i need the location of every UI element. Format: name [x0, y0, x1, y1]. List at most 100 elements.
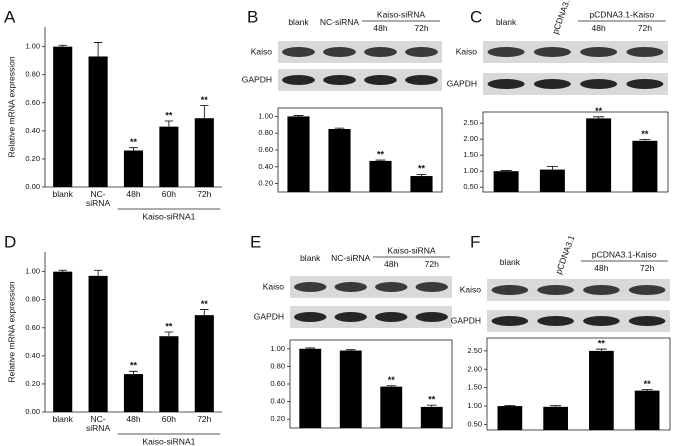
bar: [586, 118, 612, 192]
blot-strip: [278, 69, 442, 91]
error-bar: [93, 42, 103, 57]
y-tick-label: 0.80: [25, 70, 40, 79]
bar: [380, 386, 403, 428]
y-tick-label: 0.50: [463, 182, 478, 191]
bar: [497, 406, 523, 430]
x-tick-label-box: 72h: [197, 190, 212, 199]
bar: [53, 46, 73, 187]
lane-label-box: 48h: [594, 263, 608, 272]
y-tick-label: 0.80: [25, 295, 40, 304]
error-bar: [595, 348, 607, 351]
error-bar: [93, 269, 103, 276]
x-tick-label-box: 72h: [197, 415, 211, 424]
error-bar: [386, 385, 397, 387]
group-label: Kaiso-siRNA: [387, 245, 436, 255]
x-tick-label-box: blank: [52, 415, 73, 424]
panel-letter: C: [470, 7, 482, 26]
significance-mark: **: [644, 379, 652, 389]
lane-label-box: blank: [300, 252, 321, 263]
y-tick-label: 1.00: [25, 42, 40, 51]
bar: [410, 176, 433, 192]
blot-row-label: GAPDH: [254, 311, 284, 321]
significance-mark: **: [388, 375, 396, 385]
lane-label: blank: [288, 16, 309, 27]
blot-band: [294, 312, 327, 322]
blot-band: [537, 285, 574, 295]
group-label: Kaiso-siRNA1: [142, 211, 195, 221]
blot-strip: [487, 279, 670, 301]
blot-band: [415, 282, 448, 292]
x-tick-label: 48h: [126, 415, 141, 424]
blot-band: [375, 312, 408, 322]
x-tick-label: 48h: [126, 190, 141, 199]
significance-mark: **: [201, 95, 209, 105]
lane-label: blank: [495, 16, 517, 27]
bar: [159, 336, 179, 412]
lane-label: blank: [300, 252, 321, 263]
group-label: pCDNA3.1-Kaiso: [589, 9, 654, 19]
bar: [339, 350, 362, 428]
blot-band: [580, 47, 618, 57]
blot-band: [415, 312, 448, 322]
bar: [539, 169, 565, 192]
blot-row-label: Kaiso: [263, 281, 285, 291]
lane-label: pCDNA3.1: [550, 0, 573, 35]
x-tick-label: blank: [52, 415, 73, 424]
y-tick-label: 2.00: [467, 364, 482, 373]
panel-letter: E: [250, 232, 261, 251]
blot-band: [487, 79, 525, 89]
blot-strip: [487, 310, 670, 332]
blot-band: [405, 47, 438, 57]
lane-label: blank: [499, 256, 521, 267]
lane-label: 72h: [424, 258, 439, 269]
lane-label-box: 48h: [373, 23, 387, 32]
blot-band: [294, 282, 327, 292]
y-tick-label: 2.50: [463, 118, 478, 127]
y-tick-label: 0.40: [258, 162, 273, 171]
blot-strip: [483, 41, 668, 63]
x-tick-label: blank: [52, 190, 73, 199]
blot-band: [364, 75, 397, 85]
significance-mark: **: [377, 149, 385, 159]
panel-letter: F: [470, 232, 480, 251]
error-bar: [334, 127, 345, 129]
bar: [194, 118, 214, 187]
blot-band: [626, 79, 664, 89]
lane-label: NC-siRNA: [319, 16, 360, 27]
significance-mark: **: [201, 299, 209, 309]
lane-label-box: 72h: [640, 263, 654, 272]
error-bar: [293, 115, 304, 117]
panel-letter: B: [247, 7, 258, 26]
blot-band: [537, 316, 574, 326]
error-bar: [129, 147, 138, 151]
blot-band: [583, 285, 620, 295]
bar: [53, 271, 73, 412]
x-tick-label: 72h: [197, 190, 212, 199]
plot-frame: [482, 111, 669, 193]
bar: [543, 406, 568, 430]
group-label: Kaiso-siRNA: [377, 9, 426, 19]
panel-letter: A: [4, 7, 16, 26]
error-bar: [375, 159, 386, 161]
blot-band: [533, 47, 571, 57]
error-bar: [639, 139, 651, 141]
blot-band: [364, 47, 397, 57]
blot-band: [626, 47, 664, 57]
significance-mark: **: [418, 164, 426, 174]
bar: [159, 126, 179, 187]
error-bar: [500, 170, 512, 172]
lane-label-box: 72h: [424, 258, 439, 269]
error-bar: [641, 389, 653, 391]
y-tick-label: 1.50: [463, 150, 478, 159]
y-tick-label: 0.20: [270, 414, 285, 423]
bar: [88, 275, 108, 412]
blot-band: [491, 316, 529, 326]
x-tick-label-box: NC-siRNA: [86, 190, 110, 208]
blot-row-label: Kaiso: [251, 46, 273, 56]
blot-band: [405, 75, 438, 85]
significance-mark: **: [595, 106, 603, 116]
lane-label: 72h: [414, 22, 429, 33]
error-bar: [550, 405, 562, 407]
blot-band: [282, 47, 315, 57]
